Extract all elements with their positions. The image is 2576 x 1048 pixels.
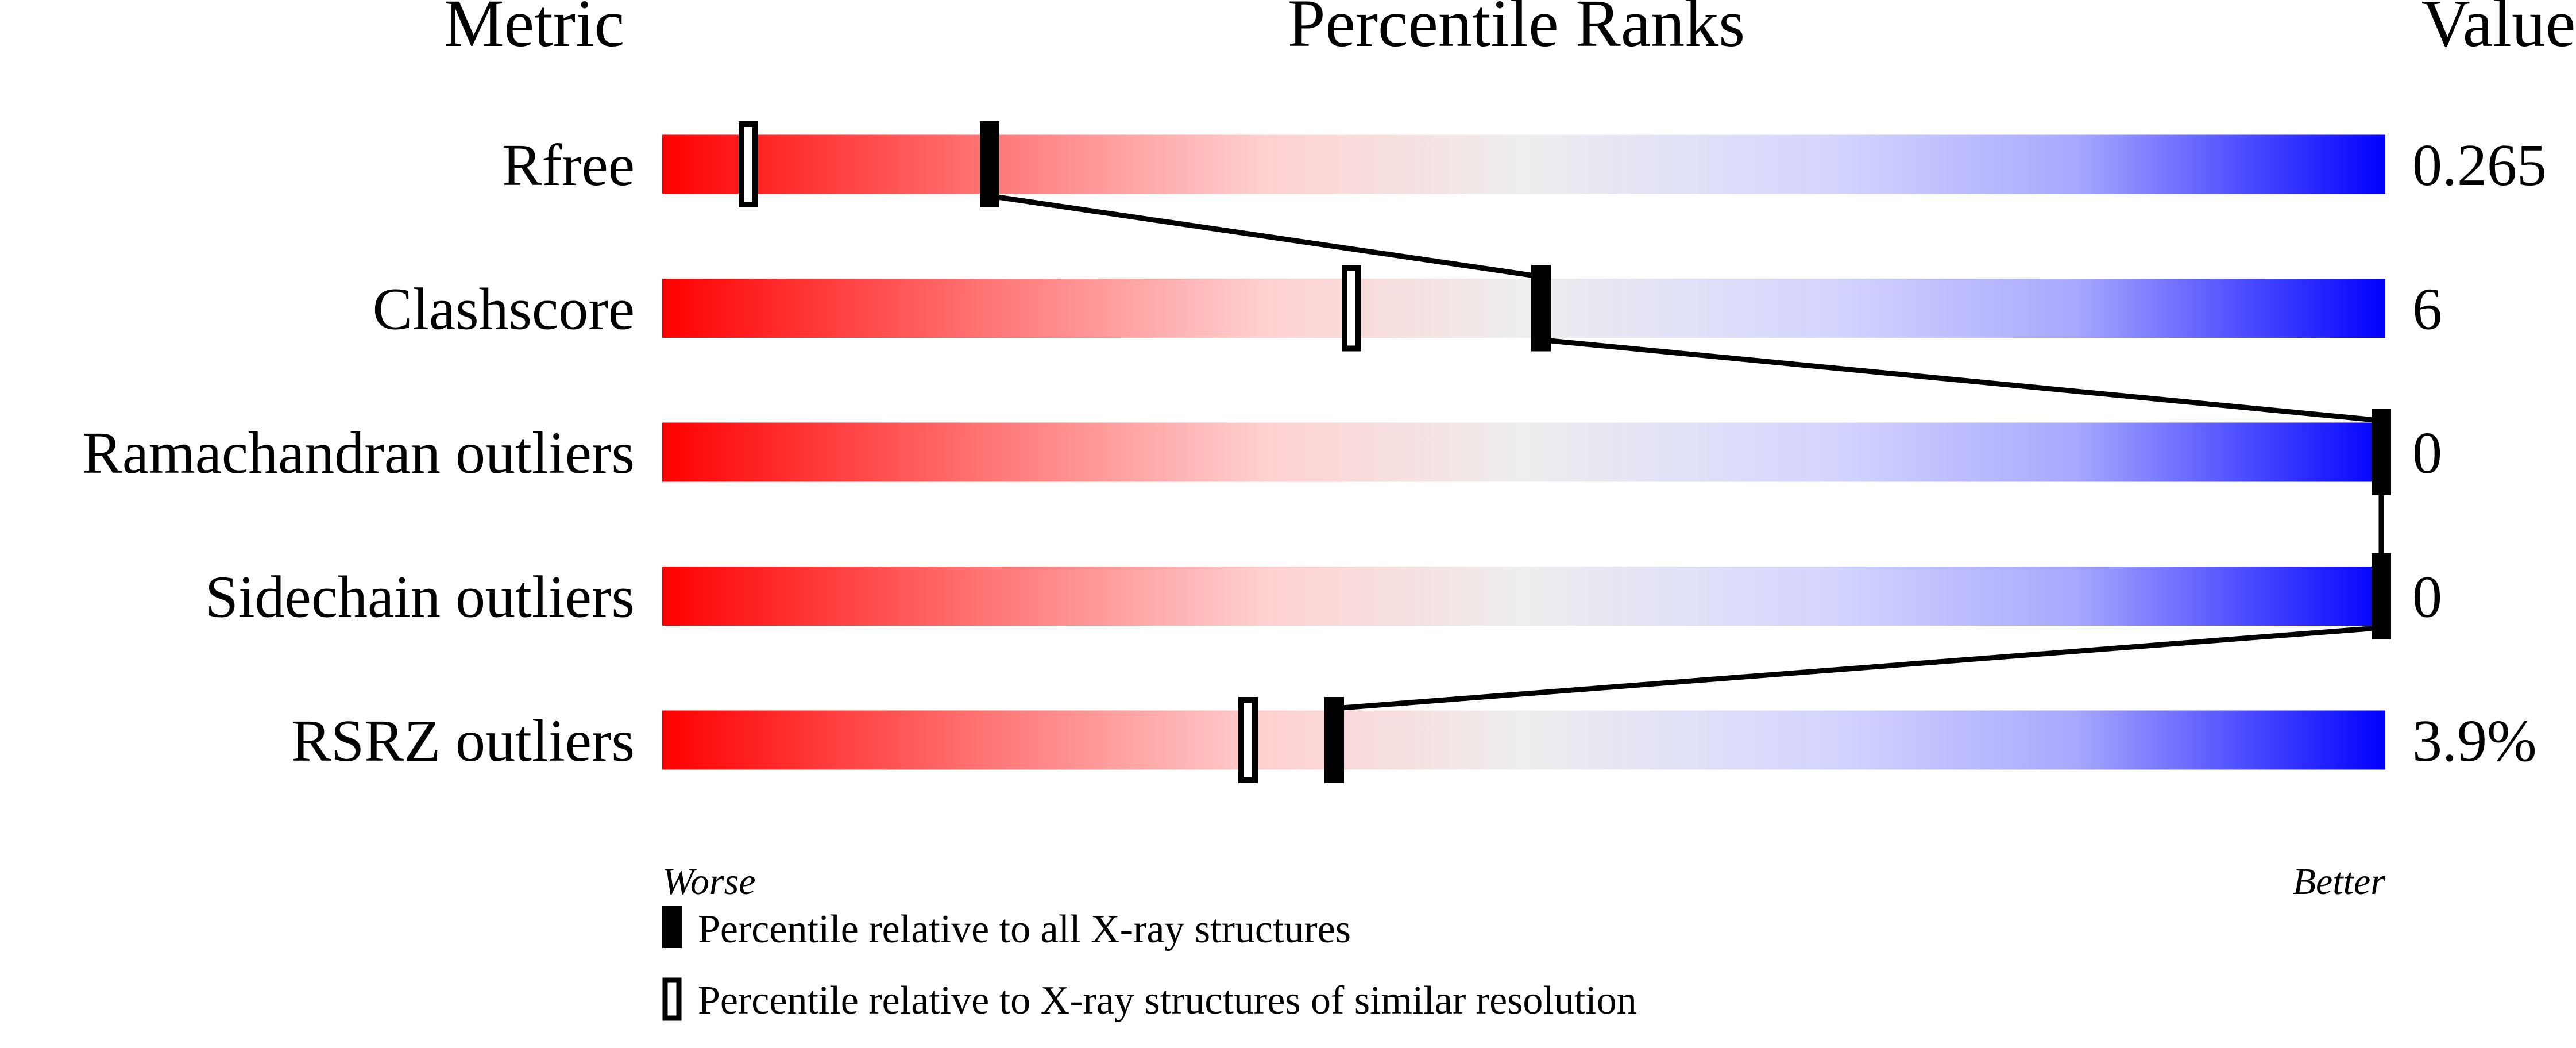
- legend-filled-label: Percentile relative to all X-ray structu…: [698, 907, 1351, 951]
- similar-resolution-marker: [739, 121, 758, 207]
- metric-value: 0: [2412, 564, 2442, 630]
- connector-line: [989, 193, 1542, 279]
- metric-label: RSRZ outliers: [291, 708, 635, 774]
- metric-label: Ramachandran outliers: [82, 420, 635, 486]
- all-structures-marker: [1531, 265, 1551, 352]
- legend-open-marker-icon: [662, 977, 682, 1021]
- metric-label: Rfree: [502, 132, 635, 198]
- all-structures-marker: [980, 121, 999, 207]
- worse-label: Worse: [662, 861, 756, 903]
- percentile-bar: [662, 567, 2385, 626]
- percentile-bar: [662, 134, 2385, 194]
- better-label: Better: [2293, 861, 2386, 903]
- connector-line: [1334, 625, 2382, 711]
- all-structures-marker: [2372, 409, 2391, 495]
- metric-value: 6: [2412, 276, 2442, 342]
- all-structures-marker: [1324, 697, 1344, 783]
- metric-value: 3.9%: [2412, 708, 2537, 774]
- header-percentile-ranks: Percentile Ranks: [1288, 0, 1745, 61]
- percentile-bar: [662, 422, 2385, 482]
- percentile-bar: [662, 710, 2385, 770]
- all-structures-marker: [2372, 553, 2391, 639]
- metric-value: 0.265: [2412, 132, 2547, 198]
- header-value: Value: [2421, 0, 2576, 61]
- legend-open-label: Percentile relative to X-ray structures …: [698, 978, 1637, 1023]
- header-metric: Metric: [444, 0, 625, 61]
- legend-filled-marker-icon: [662, 906, 682, 948]
- similar-resolution-marker: [1238, 697, 1258, 783]
- metric-label: Clashscore: [373, 276, 635, 342]
- percentile-bar: [662, 279, 2385, 338]
- metric-value: 0: [2412, 420, 2442, 486]
- connector-line: [1540, 337, 2382, 423]
- metric-label: Sidechain outliers: [205, 564, 635, 630]
- similar-resolution-marker: [1342, 265, 1361, 352]
